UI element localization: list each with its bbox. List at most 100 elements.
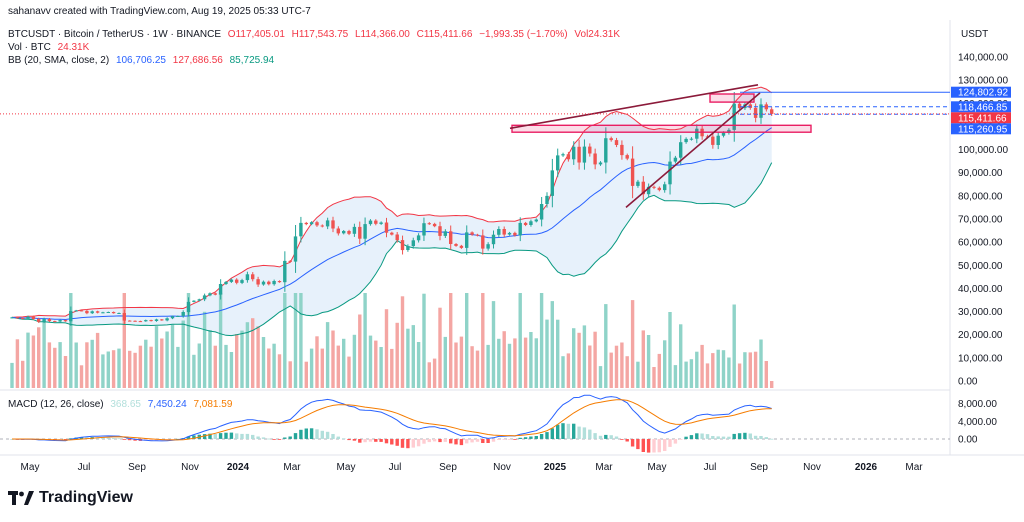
candle	[497, 226, 501, 238]
macd-legend[interactable]: MACD (12, 26, close) 368.65 7,450.24 7,0…	[8, 399, 236, 410]
volume-bar	[743, 352, 747, 388]
macd-histogram-value: 368.65	[110, 399, 141, 410]
candle-body	[202, 295, 207, 300]
macd-histogram-bar	[400, 439, 405, 448]
volume-bar	[582, 325, 587, 388]
candle	[491, 230, 496, 249]
candle-body	[641, 181, 645, 195]
candle	[208, 292, 212, 297]
candle	[47, 318, 52, 322]
candle-body	[427, 223, 431, 225]
volume-bar	[229, 352, 234, 388]
macd-histogram-bar	[748, 433, 752, 439]
macd-histogram-bar	[577, 426, 581, 439]
candle	[283, 251, 287, 292]
volume-bar	[218, 293, 223, 388]
candle	[593, 148, 597, 170]
candle-body	[764, 104, 768, 110]
volume-bar	[37, 327, 41, 388]
macd-histogram-bar	[128, 439, 132, 441]
candle-body	[21, 318, 25, 320]
bollinger-basis-line	[11, 127, 772, 321]
candle	[320, 224, 324, 228]
macd-histogram-bar	[267, 438, 271, 440]
bollinger-lower-line	[11, 162, 773, 337]
time-tick-label: Mar	[905, 462, 923, 473]
candle	[95, 310, 100, 314]
macd-histogram-bar	[539, 434, 544, 439]
macd-histogram-bar	[63, 439, 68, 440]
candle	[625, 153, 629, 161]
bollinger-legend[interactable]: BB (20, SMA, close, 2) 106,706.25 127,68…	[8, 55, 278, 66]
candle	[539, 197, 544, 227]
candle-body	[245, 274, 250, 281]
macd-histogram-bar	[283, 437, 287, 439]
candle-body	[320, 225, 324, 227]
candle-body	[117, 313, 121, 314]
macd-histogram-bar	[224, 432, 228, 439]
candle	[727, 128, 731, 135]
volume-bar	[513, 338, 517, 388]
volume-value: 24.31K	[57, 42, 90, 53]
candle-body	[630, 158, 635, 186]
candle-body	[481, 235, 485, 249]
price-label-flag: 118,466.85	[951, 101, 1011, 113]
macd-histogram-bar	[277, 439, 282, 440]
candle-body	[74, 310, 78, 312]
macd-histogram-bar	[352, 439, 357, 441]
macd-line-value: 7,450.24	[147, 399, 187, 410]
volume-bar	[58, 342, 62, 388]
volume-label: Vol · BTC	[8, 42, 51, 53]
macd-histogram-bar	[411, 439, 415, 448]
candle-body	[331, 220, 335, 229]
candle-body	[598, 162, 603, 165]
volume-bar	[240, 330, 244, 388]
volume-bar	[192, 354, 196, 388]
price-tick-label: 50,000.00	[958, 261, 1003, 272]
candle	[117, 312, 121, 314]
candle	[390, 231, 394, 236]
candle-body	[614, 140, 619, 145]
volume-bar	[21, 360, 25, 388]
volume-bar	[604, 304, 608, 388]
volume-bar	[652, 367, 656, 388]
price-label-flag: 115,260.95	[951, 123, 1011, 135]
tradingview-brand[interactable]: TradingView	[8, 489, 133, 507]
macd-histogram-bar	[572, 423, 576, 439]
candle	[69, 306, 73, 326]
candle-body	[63, 320, 68, 322]
candle-body	[545, 195, 549, 204]
macd-histogram-bar	[390, 439, 394, 445]
candle	[186, 297, 191, 317]
candle-body	[695, 128, 699, 139]
macd-pane	[0, 394, 950, 453]
candle	[400, 235, 405, 255]
price-axis: 140,000.00130,000.00120,000.00110,000.00…	[951, 53, 1011, 446]
macd-histogram-bar	[342, 438, 346, 440]
candle	[10, 316, 14, 319]
volume-legend[interactable]: Vol · BTC 24.31K	[8, 42, 93, 53]
candle-body	[149, 320, 153, 322]
symbol-legend[interactable]: BTCUSDT · Bitcoin / TetherUS · 1W · BINA…	[8, 29, 624, 40]
candle-body	[288, 260, 292, 262]
volume-bar	[566, 353, 571, 388]
volume-bar	[486, 344, 490, 388]
candle-body	[561, 154, 565, 156]
volume-bar	[111, 350, 116, 388]
candle-body	[277, 281, 282, 283]
volume-bar	[101, 354, 105, 388]
volume-bar	[170, 324, 175, 388]
candle	[689, 137, 694, 141]
time-tick-label: May	[648, 462, 667, 473]
macd-histogram-bar	[229, 432, 234, 439]
time-tick-label: Sep	[128, 462, 146, 473]
volume-bar	[251, 318, 255, 388]
macd-histogram-bar	[111, 438, 116, 439]
symbol-name[interactable]: BTCUSDT · Bitcoin / TetherUS · 1W · BINA…	[8, 29, 222, 40]
macd-histogram-bar	[507, 439, 512, 440]
price-label-text: 118,466.85	[958, 102, 1008, 113]
volume-bar	[470, 346, 474, 388]
candle-body	[727, 129, 731, 133]
candle	[614, 137, 619, 148]
